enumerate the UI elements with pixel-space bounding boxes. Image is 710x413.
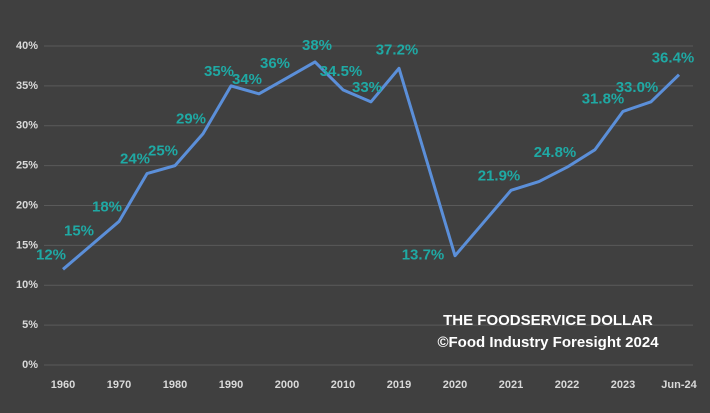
value-label: 34.5% <box>320 63 363 80</box>
value-label: 36% <box>260 55 290 72</box>
value-label: 12% <box>36 246 66 263</box>
annotation: THE FOODSERVICE DOLLAR <box>443 312 653 329</box>
x-tick-label: 1970 <box>107 379 131 391</box>
value-label: 18% <box>92 198 122 215</box>
value-label: 24.8% <box>534 144 577 161</box>
x-tick-label: 2019 <box>387 379 411 391</box>
y-tick-label: 20% <box>16 199 38 211</box>
x-tick-label: Jun-24 <box>661 379 697 391</box>
y-tick-label: 5% <box>22 319 38 331</box>
x-tick-label: 2021 <box>499 379 523 391</box>
value-label: 29% <box>176 111 206 128</box>
y-tick-label: 40% <box>16 40 38 52</box>
value-label: 33.0% <box>616 79 659 96</box>
y-tick-label: 30% <box>16 120 38 132</box>
value-label: 35% <box>204 63 234 80</box>
value-label: 24% <box>120 151 150 168</box>
x-tick-label: 1960 <box>51 379 75 391</box>
y-tick-label: 25% <box>16 160 38 172</box>
x-tick-label: 2022 <box>555 379 579 391</box>
annotation: ©Food Industry Foresight 2024 <box>437 334 659 351</box>
value-label: 21.9% <box>478 167 521 184</box>
y-tick-label: 0% <box>22 359 38 371</box>
value-label: 34% <box>232 71 262 88</box>
value-label: 15% <box>64 222 94 239</box>
x-tick-label: 2010 <box>331 379 355 391</box>
value-label: 33% <box>352 79 382 96</box>
y-tick-label: 35% <box>16 80 38 92</box>
y-tick-label: 15% <box>16 239 38 251</box>
value-label: 13.7% <box>402 247 445 264</box>
x-tick-label: 2023 <box>611 379 635 391</box>
value-label: 37.2% <box>376 41 419 58</box>
line <box>62 60 681 271</box>
value-label: 25% <box>148 143 178 160</box>
x-tick-label: 1980 <box>163 379 187 391</box>
x-tick-label: 1990 <box>219 379 243 391</box>
x-tick-label: 2000 <box>275 379 299 391</box>
y-tick-label: 10% <box>16 279 38 291</box>
value-label: 38% <box>302 37 332 54</box>
value-label: 31.8% <box>582 90 625 107</box>
value-label: 36.4% <box>652 50 695 67</box>
x-tick-label: 2020 <box>443 379 467 391</box>
